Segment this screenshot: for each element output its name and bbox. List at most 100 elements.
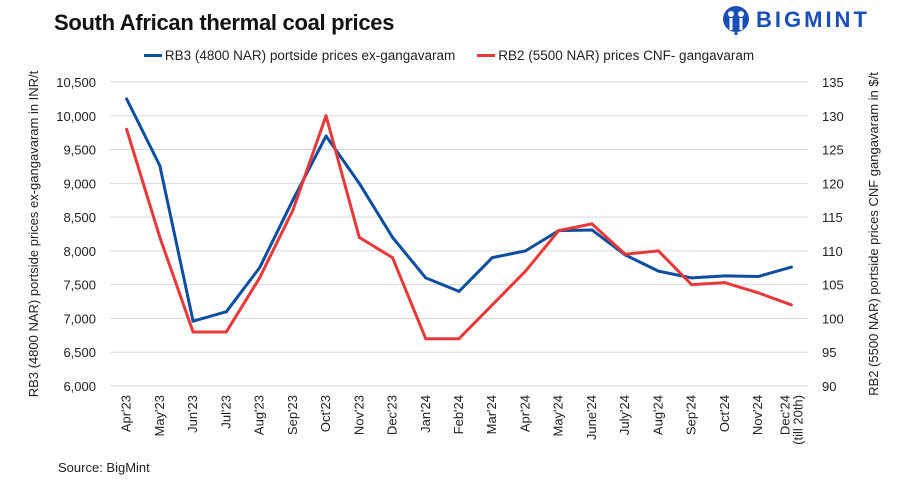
data-point-rb2 [690, 283, 694, 287]
data-point-rb3 [125, 97, 129, 101]
y-tick-label: 10,000 [56, 109, 96, 124]
data-point-rb3 [656, 269, 660, 273]
data-point-rb3 [158, 164, 162, 168]
data-point-rb3 [723, 274, 727, 278]
x-tick-label: Feb'24 [451, 395, 466, 434]
data-point-rb3 [424, 276, 428, 280]
data-point-rb2 [391, 256, 395, 260]
y-tick-label: 7,000 [63, 311, 96, 326]
data-point-rb2 [490, 303, 494, 307]
y2-tick-label: 115 [822, 210, 843, 225]
y-tick-label: 6,000 [63, 379, 96, 394]
x-tick-label: May'23 [152, 395, 167, 437]
x-tick-label: May'24 [551, 395, 566, 437]
data-point-rb2 [291, 208, 295, 212]
data-point-rb3 [324, 134, 328, 138]
x-tick-label: June'24 [584, 395, 599, 440]
data-point-rb2 [324, 114, 328, 118]
y-tick-label: 10,500 [56, 75, 96, 90]
x-tick-label: Dec'24(till 20th) [777, 395, 805, 445]
data-point-rb2 [723, 281, 727, 285]
y2-tick-label: 90 [822, 379, 836, 394]
legend-swatch-rb2 [477, 54, 496, 57]
x-tick-label: Oct'23 [318, 395, 333, 432]
data-point-rb2 [191, 330, 195, 334]
logo-text: BIGMINT [756, 7, 870, 32]
source-note: Source: BigMint [58, 460, 150, 475]
y-tick-label: 9,000 [63, 176, 96, 191]
data-point-rb3 [756, 275, 760, 279]
legend-label-rb3: RB3 (4800 NAR) portside prices ex-gangav… [164, 48, 456, 63]
x-tick-label: Aug'24 [650, 395, 665, 435]
y2-tick-label: 95 [822, 345, 836, 360]
y-tick-label: 7,500 [63, 278, 96, 293]
y2-tick-label: 110 [822, 244, 843, 259]
data-point-rb2 [590, 222, 594, 226]
data-point-rb2 [125, 127, 129, 131]
y-tick-label: 8,500 [63, 210, 96, 225]
y2-tick-label: 120 [822, 176, 844, 191]
y-tick-label: 8,000 [63, 244, 96, 259]
data-point-rb2 [224, 330, 228, 334]
data-point-rb3 [523, 249, 527, 253]
data-point-rb2 [424, 337, 428, 341]
x-tick-line: Dec'24 [777, 395, 792, 435]
x-tick-label: Jan'24 [418, 395, 433, 433]
data-point-rb2 [523, 269, 527, 273]
legend-swatch-rb3 [143, 54, 162, 57]
data-point-rb2 [158, 235, 162, 239]
x-tick-line: (till 20th) [790, 395, 805, 445]
x-tick-label: Jul'23 [218, 395, 233, 429]
legend-item-rb2: RB2 (5500 NAR) prices CNF- gangavaram [477, 48, 754, 63]
y-tick-label: 6,500 [63, 345, 96, 360]
x-tick-label: Sep'23 [285, 395, 300, 435]
data-point-rb2 [623, 252, 627, 256]
y2-tick-label: 130 [822, 109, 844, 124]
x-tick-label: Nov'24 [750, 395, 765, 435]
legend-item-rb3: RB3 (4800 NAR) portside prices ex-gangav… [143, 48, 456, 63]
series-line-rb3 [125, 98, 792, 323]
data-point-rb2 [457, 337, 461, 341]
data-point-rb3 [291, 198, 295, 202]
x-tick-label: Oct'24 [717, 395, 732, 432]
x-tick-label: July'24 [617, 395, 632, 435]
legend: RB3 (4800 NAR) portside prices ex-gangav… [0, 48, 898, 63]
x-tick-label: Apr'23 [119, 395, 134, 432]
x-tick-label: Mar'24 [484, 395, 499, 434]
data-point-rb3 [258, 266, 262, 270]
data-point-rb2 [258, 276, 262, 280]
data-point-rb3 [490, 256, 494, 260]
data-point-rb2 [756, 291, 760, 295]
y2-tick-label: 125 [822, 143, 844, 158]
bigmint-logo: BIGMINT [722, 5, 870, 35]
data-point-rb3 [457, 289, 461, 293]
y2-axis-label: RB2 (5500 NAR) portside prices CNF ganga… [866, 72, 881, 396]
bigmint-logo-icon [723, 6, 749, 35]
y2-tick-label: 100 [822, 311, 844, 326]
data-point-rb3 [357, 181, 361, 185]
y-tick-label: 9,500 [63, 143, 96, 158]
data-point-rb2 [357, 235, 361, 239]
data-point-rb3 [224, 310, 228, 314]
data-point-rb3 [590, 228, 594, 232]
data-point-rb2 [789, 303, 793, 307]
data-point-rb3 [789, 265, 793, 269]
data-point-rb3 [690, 276, 694, 280]
x-tick-label: Nov'23 [351, 395, 366, 435]
y2-tick-label: 135 [822, 75, 844, 90]
x-tick-label: Apr'24 [517, 395, 532, 432]
y-axis-label: RB3 (4800 NAR) portside prices ex-gangav… [26, 70, 41, 397]
data-point-rb2 [656, 249, 660, 253]
y2-tick-label: 105 [822, 278, 844, 293]
data-point-rb2 [557, 229, 561, 233]
legend-label-rb2: RB2 (5500 NAR) prices CNF- gangavaram [498, 48, 755, 63]
chart-title: South African thermal coal prices [54, 10, 395, 35]
x-tick-label: Sep'24 [684, 395, 699, 435]
data-point-rb3 [391, 235, 395, 239]
x-tick-label: Jun'23 [185, 395, 200, 433]
x-tick-label: Aug'23 [252, 395, 267, 435]
data-point-rb3 [191, 319, 195, 323]
x-tick-label: Dec'23 [385, 395, 400, 435]
